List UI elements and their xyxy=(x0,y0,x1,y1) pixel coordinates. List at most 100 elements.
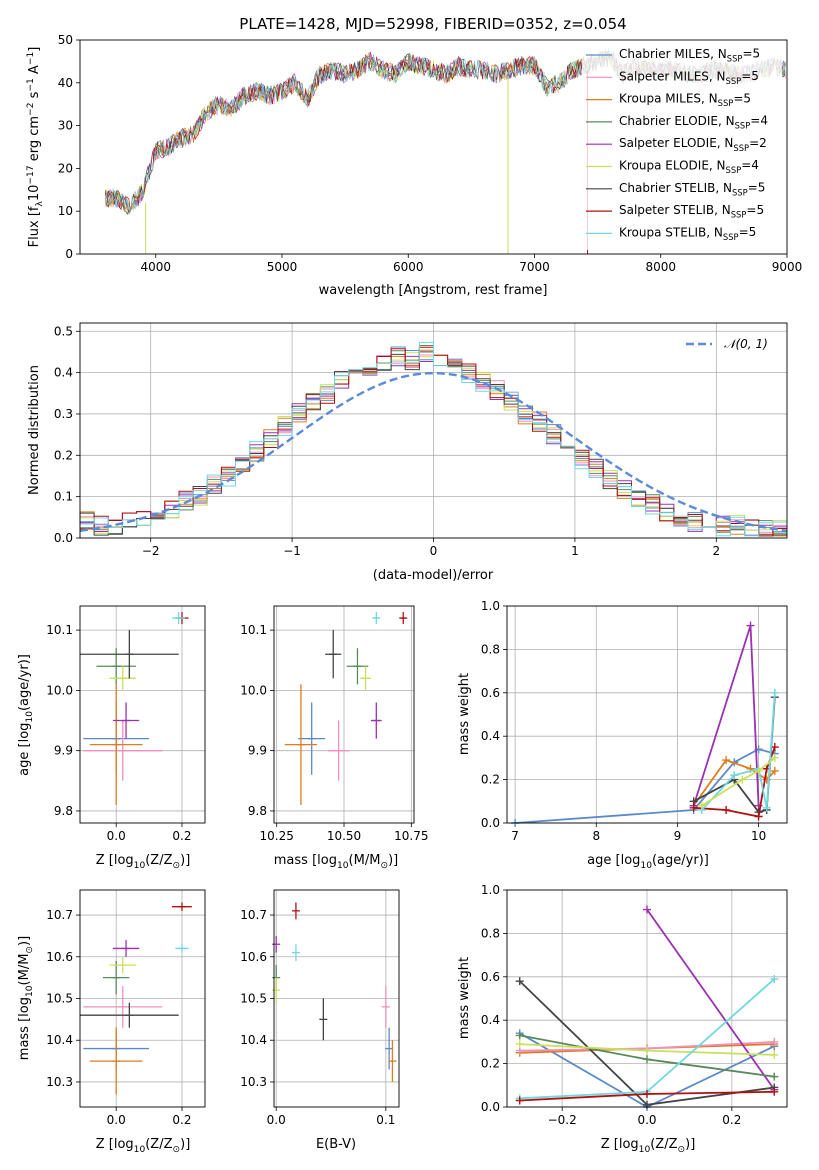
x-tick-label: 1 xyxy=(571,544,579,558)
x-tick-label: 7000 xyxy=(519,260,550,274)
y-tick-label: 0.2 xyxy=(54,448,73,462)
series-marker xyxy=(770,1072,779,1081)
x-tick-label: 0.0 xyxy=(107,1113,126,1127)
y-tick-label: 0.5 xyxy=(54,324,73,338)
series-line xyxy=(646,908,776,1091)
data-point xyxy=(399,612,408,625)
y-tick-label: 9.8 xyxy=(54,804,73,818)
y-tick-label: 10.4 xyxy=(240,1033,267,1047)
legend-entry: Salpeter MILES, NSSP=5 xyxy=(619,69,759,86)
series-marker xyxy=(770,753,779,762)
y-axis-label: Flux [fλ10−17 erg cm−2 s−1 A−1] xyxy=(26,47,45,248)
series-marker xyxy=(770,743,779,752)
x-axis-label: (data-model)/error xyxy=(373,568,494,583)
spectrum-legend: Chabrier MILES, NSSP=5 Salpeter MILES, NS… xyxy=(582,45,782,250)
series-marker xyxy=(722,756,731,765)
data-point xyxy=(272,977,281,1003)
data-point xyxy=(109,956,136,974)
series-marker xyxy=(770,766,779,775)
series-marker xyxy=(515,1040,524,1049)
axes-age_vs_Z: 0.0 0.2 9.8 9.9 10.0 10.1 Z [log10(Z/Z⊙)] age [… xyxy=(17,605,206,871)
x-tick-label: 10 xyxy=(751,829,766,843)
x-tick-label: 0.2 xyxy=(172,1113,191,1127)
data-point xyxy=(175,944,189,953)
legend-entry: Kroupa STELIB, NSSP=5 xyxy=(619,225,756,242)
x-tick-label: −2 xyxy=(142,544,160,558)
data-point xyxy=(327,720,350,781)
data-point xyxy=(291,944,300,961)
series-marker xyxy=(515,1031,524,1040)
axes-spectrum: 4000 5000 6000 7000 8000 9000 0 10 20 30 40 50 wavel… xyxy=(26,33,802,298)
y-tick-label: 10.1 xyxy=(46,623,73,637)
legend-entry: Chabrier ELODIE, NSSP=4 xyxy=(619,114,768,131)
data-point xyxy=(83,720,163,781)
axes-frame xyxy=(79,889,206,1108)
y-tick-label: 0.0 xyxy=(481,816,500,830)
x-axis-label: Z [log10(Z/Z⊙)] xyxy=(96,853,191,871)
series-line xyxy=(692,625,760,806)
x-axis-label: Z [log10(Z/Z⊙)] xyxy=(96,1137,191,1155)
plot-area-mass_vs_ebv xyxy=(272,902,397,1082)
series-marker xyxy=(754,766,763,775)
data-point xyxy=(112,940,140,957)
data-point xyxy=(346,648,369,685)
y-tick-label: 0.4 xyxy=(481,729,500,743)
series-marker xyxy=(643,1055,651,1064)
legend-entry: Chabrier MILES, NSSP=5 xyxy=(619,47,760,64)
series-marker xyxy=(770,1087,779,1096)
data-point xyxy=(80,1002,179,1028)
y-tick-label: 0.3 xyxy=(54,407,73,421)
data-point xyxy=(112,702,140,739)
y-axis-label: age [log10(age/yr)] xyxy=(17,654,35,776)
legend-entry: 𝒩(0, 1) xyxy=(724,337,768,351)
x-tick-label: 0.2 xyxy=(172,829,191,843)
data-point xyxy=(388,1040,397,1082)
legend-entry: Kroupa MILES, NSSP=5 xyxy=(619,91,751,108)
axes-frame xyxy=(79,605,206,824)
data-point xyxy=(381,985,390,1028)
series-marker xyxy=(762,803,771,812)
series-marker xyxy=(643,1089,651,1098)
x-tick-label: 10.25 xyxy=(260,829,294,843)
x-tick-label: 8 xyxy=(592,829,600,843)
x-tick-label: 9000 xyxy=(772,260,803,274)
y-tick-label: 0.0 xyxy=(481,1100,500,1114)
x-tick-label: 7 xyxy=(511,829,519,843)
series-marker xyxy=(770,1050,779,1059)
series-marker xyxy=(689,803,698,812)
plot-area-mass_vs_Z xyxy=(80,902,192,1095)
data-point xyxy=(319,998,328,1041)
axes-age_vs_mass: 10.25 10.50 10.75 9.8 9.9 10.0 10.1 mass [log10… xyxy=(240,605,428,871)
series-marker xyxy=(722,805,731,814)
data-point xyxy=(370,702,382,739)
x-tick-label: 0 xyxy=(430,544,438,558)
y-axis-label: mass weight xyxy=(457,673,472,755)
series-marker xyxy=(770,1037,779,1046)
series-marker xyxy=(643,1046,651,1055)
y-tick-label: 0.2 xyxy=(481,773,500,787)
y-tick-label: 0.6 xyxy=(481,686,500,700)
axes-frame xyxy=(506,889,788,1108)
legend-box xyxy=(582,45,782,250)
plot-area-residuals xyxy=(79,341,788,538)
series-marker xyxy=(697,801,706,810)
legend-entry: Salpeter ELODIE, NSSP=2 xyxy=(619,136,767,153)
series-marker xyxy=(730,771,739,780)
x-tick-label: 4000 xyxy=(140,260,171,274)
series-marker xyxy=(754,812,763,821)
axes-frame xyxy=(79,39,788,255)
y-tick-label: 0.2 xyxy=(481,1057,500,1071)
x-tick-label: 0.1 xyxy=(376,1113,395,1127)
series-marker xyxy=(770,688,779,697)
series-marker xyxy=(643,1100,651,1109)
legend-entry: Salpeter STELIB, NSSP=5 xyxy=(619,203,764,220)
y-tick-label: 1.0 xyxy=(481,883,500,897)
x-tick-label: 0.0 xyxy=(637,1113,656,1127)
y-tick-label: 9.8 xyxy=(248,804,267,818)
y-tick-label: 20 xyxy=(58,161,73,175)
series-line xyxy=(701,757,776,807)
y-tick-label: 10.3 xyxy=(240,1075,267,1089)
data-point xyxy=(372,612,381,625)
data-point xyxy=(291,902,300,920)
